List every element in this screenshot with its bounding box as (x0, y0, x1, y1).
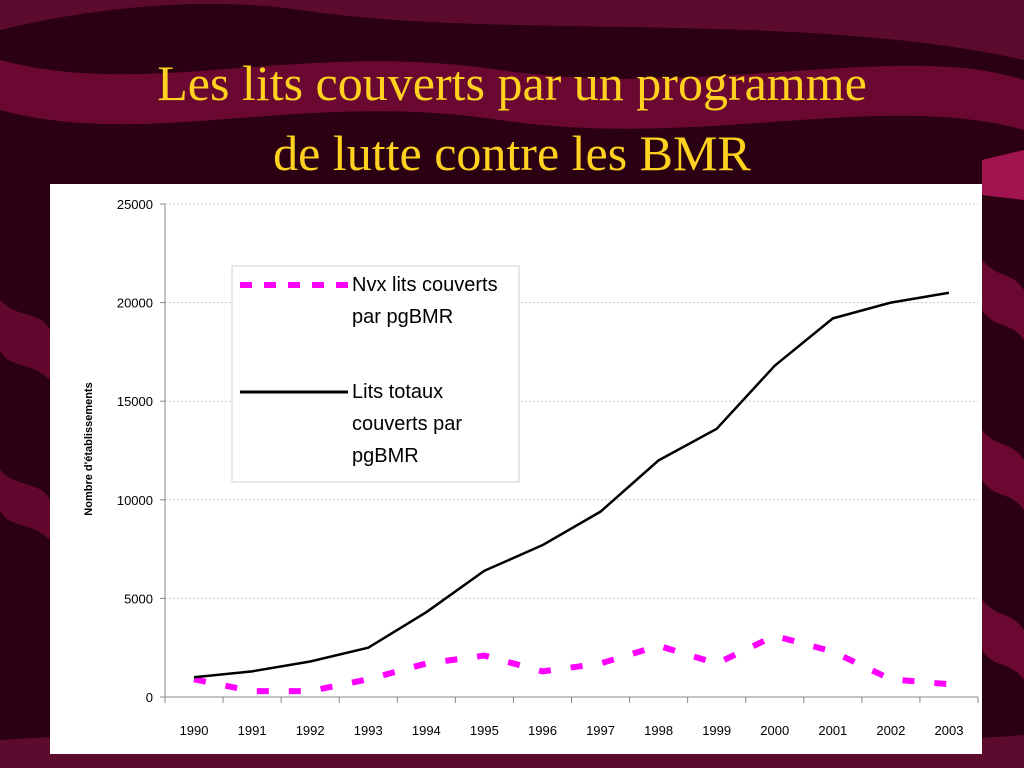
x-tick-label: 1991 (238, 723, 267, 738)
y-tick-label: 25000 (117, 197, 153, 212)
slide-title-line-2: de lutte contre les BMR (273, 125, 751, 181)
x-tick-label: 1996 (528, 723, 557, 738)
legend: Nvx lits couverts par pgBMR Lits totaux … (231, 265, 520, 483)
legend-label-total-beds-line-2: couverts par (352, 413, 462, 435)
x-tick-label: 1990 (180, 723, 209, 738)
series (193, 291, 950, 695)
y-tick-label: 15000 (117, 394, 153, 409)
y-axis-label: Nombre d'établissements (83, 382, 95, 515)
x-tick-labels: 1990 1991 1992 1993 1994 1995 1996 1997 1998 1999… (164, 697, 979, 738)
y-tick-label: 20000 (117, 296, 153, 311)
x-tick-label: 2001 (818, 723, 847, 738)
x-tick-label: 2000 (760, 723, 789, 738)
legend-label-new-beds-line-1: Nvx lits couverts (352, 274, 498, 296)
slide-title-line-1: Les lits couverts par un programme (157, 55, 867, 111)
legend-label-total-beds-line-1: Lits totaux (352, 381, 443, 403)
x-tick-label: 1995 (470, 723, 499, 738)
y-tick-label: 0 (146, 690, 153, 705)
series-line-total-beds (193, 291, 950, 679)
chart-panel: 0 5000 10000 15000 20000 25000 1990 1991 1992 19… (50, 184, 982, 754)
legend-label-total-beds-line-3: pgBMR (352, 445, 419, 467)
y-tick-label: 10000 (117, 493, 153, 508)
y-tick-labels: 0 5000 10000 15000 20000 25000 (117, 197, 165, 705)
x-tick-label: 1992 (296, 723, 325, 738)
series-line-new-beds (193, 632, 950, 695)
gridlines (165, 203, 978, 599)
x-tick-label: 2003 (935, 723, 964, 738)
legend-label-new-beds-line-2: par pgBMR (352, 306, 453, 328)
legend-box (231, 265, 520, 483)
x-tick-label: 1993 (354, 723, 383, 738)
x-tick-label: 1997 (586, 723, 615, 738)
x-tick-label: 1998 (644, 723, 673, 738)
slide-title: Les lits couverts par un programme de lu… (0, 48, 1024, 188)
x-tick-label: 1999 (702, 723, 731, 738)
x-tick-label: 2002 (876, 723, 905, 738)
x-tick-label: 1994 (412, 723, 441, 738)
y-tick-label: 5000 (124, 591, 153, 606)
